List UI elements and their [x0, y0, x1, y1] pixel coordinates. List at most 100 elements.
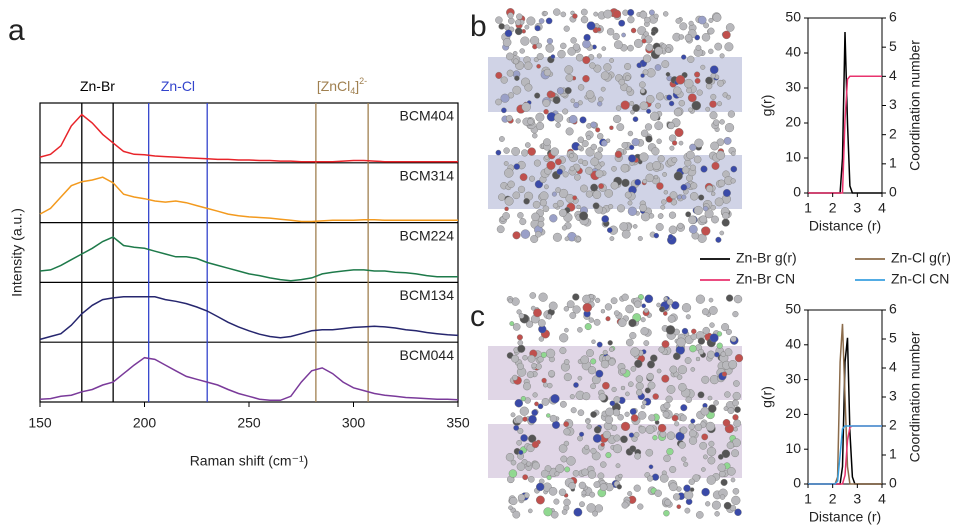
atom [658, 214, 663, 219]
atom [519, 313, 524, 318]
atom [601, 87, 605, 91]
figure: a b c Zn-BrZn-Cl[ZnCl4]2-BCM404BCM314BCM… [0, 0, 961, 529]
series-label: BCM404 [400, 108, 455, 124]
atom [673, 87, 681, 95]
atom [713, 13, 721, 21]
atom [522, 103, 531, 112]
atom [647, 373, 654, 380]
atom [679, 141, 683, 145]
atom [709, 18, 714, 23]
atom [527, 119, 533, 125]
atom [539, 337, 544, 342]
atom [631, 414, 638, 421]
atom [597, 28, 601, 32]
y2-tick-label: 0 [889, 475, 897, 491]
atom [555, 472, 560, 477]
atom [515, 416, 523, 424]
atom [705, 501, 710, 506]
atom [703, 455, 707, 459]
atom [696, 45, 701, 50]
atom [717, 101, 722, 106]
atom [707, 351, 715, 359]
atom [613, 409, 620, 416]
atom [640, 102, 648, 110]
atom [503, 212, 510, 219]
atom [565, 237, 569, 241]
atom [531, 213, 539, 221]
atom [645, 124, 652, 131]
atom [622, 142, 628, 148]
atom [581, 16, 588, 23]
atom [721, 479, 728, 486]
x-tick-label: 4 [878, 200, 886, 216]
atom [569, 115, 577, 123]
atom [614, 311, 619, 316]
atom [528, 355, 535, 362]
atom [634, 360, 642, 368]
atom [614, 435, 621, 442]
atom [734, 407, 740, 413]
atom [606, 452, 612, 458]
x-tick-label: 150 [28, 415, 52, 431]
x-tick-label: 2 [829, 491, 837, 507]
atom [544, 69, 551, 76]
atom [640, 153, 649, 162]
atom [527, 371, 534, 378]
atom [694, 72, 700, 78]
atom [511, 413, 515, 417]
atom [517, 212, 523, 218]
atom [594, 12, 598, 16]
atom [688, 216, 696, 224]
atom [721, 352, 726, 357]
atom [542, 378, 547, 383]
atom [663, 311, 667, 315]
atom [578, 137, 584, 143]
atom [495, 99, 501, 105]
atom [666, 325, 675, 334]
atom [526, 462, 531, 467]
atom [591, 448, 597, 454]
atom [511, 147, 519, 155]
atom [711, 73, 716, 78]
atom [570, 312, 576, 318]
atom [621, 386, 625, 390]
atom [674, 108, 682, 116]
x-tick-label: 1 [804, 491, 812, 507]
atom [711, 205, 716, 210]
atom [587, 22, 595, 30]
atom [633, 224, 637, 228]
atom [649, 213, 654, 218]
atom [536, 43, 541, 48]
atom [630, 446, 636, 452]
atom [733, 488, 739, 494]
atom [553, 203, 558, 208]
legend-label: Zn-Br CN [736, 271, 795, 287]
atom [573, 382, 578, 387]
atom [706, 185, 713, 192]
atom [521, 37, 530, 46]
atom [597, 342, 602, 347]
atom [646, 95, 654, 103]
atom [652, 474, 659, 481]
atom [598, 473, 604, 479]
atom [543, 139, 550, 146]
atom [617, 205, 625, 213]
atom [597, 54, 602, 59]
atom [541, 352, 547, 358]
x-tick-label: 3 [853, 200, 861, 216]
atom [588, 366, 596, 374]
atom [505, 197, 514, 206]
atom [589, 318, 594, 323]
atom [592, 340, 596, 344]
atom [655, 47, 663, 55]
atom [510, 321, 514, 325]
atom [656, 223, 664, 231]
atom [511, 460, 516, 465]
atom [646, 109, 651, 114]
atom [600, 462, 606, 468]
atom [715, 43, 722, 50]
atom [652, 161, 660, 169]
atom [506, 115, 512, 121]
atom [676, 75, 685, 84]
atom [624, 63, 631, 70]
